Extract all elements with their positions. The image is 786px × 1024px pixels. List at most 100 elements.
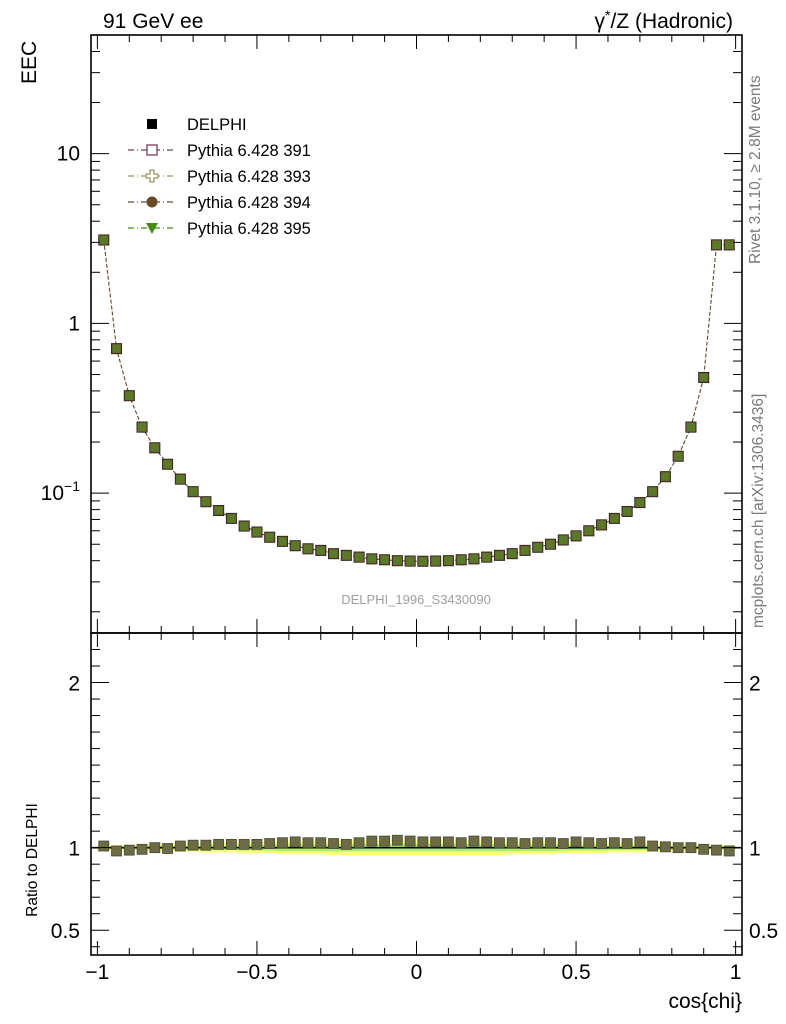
ratio-data-point bbox=[672, 842, 684, 854]
ratio-data-point bbox=[379, 835, 390, 847]
main-y-axis-title: EEC bbox=[18, 41, 41, 84]
ratio-data-point bbox=[481, 836, 493, 848]
pythia-data-point bbox=[456, 554, 467, 565]
ratio-data-point bbox=[366, 835, 378, 847]
legend-label: Pythia 6.428 393 bbox=[187, 168, 311, 186]
pythia-data-point bbox=[239, 521, 250, 531]
ratio-data-point bbox=[315, 837, 327, 849]
x-tick-label: 1 bbox=[730, 961, 742, 984]
legend-marker bbox=[146, 144, 158, 156]
ratio-data-point bbox=[404, 835, 416, 847]
pythia-data-point bbox=[520, 545, 530, 556]
ratio-data-point bbox=[608, 837, 620, 849]
pythia-data-point bbox=[698, 372, 709, 383]
pythia-data-point bbox=[609, 513, 620, 524]
ratio-data-point bbox=[200, 839, 212, 851]
pythia-data-point bbox=[124, 390, 135, 401]
ratio-data-point bbox=[557, 838, 569, 849]
main-mc-line bbox=[103, 239, 730, 562]
ratio-data-point bbox=[647, 840, 659, 852]
ratio-data-point bbox=[506, 837, 518, 849]
pythia-data-point bbox=[481, 552, 492, 562]
ratio-data-point bbox=[430, 836, 442, 848]
pythia-data-point bbox=[188, 486, 199, 497]
legend-marker bbox=[146, 223, 158, 234]
ratio-data-point bbox=[455, 837, 467, 849]
legend-marker bbox=[146, 196, 158, 208]
pythia-data-point bbox=[443, 555, 454, 566]
pythia-data-point bbox=[290, 540, 301, 551]
ratio-data-point bbox=[443, 836, 454, 848]
ratio-data-point bbox=[634, 836, 646, 848]
ratio-y-tick-label-right: 2 bbox=[749, 673, 761, 696]
ratio-data-point bbox=[621, 838, 633, 849]
legend-label: Pythia 6.428 391 bbox=[187, 142, 311, 160]
ratio-data-point bbox=[98, 840, 110, 852]
pythia-data-point bbox=[673, 451, 684, 462]
ratio-data-point bbox=[340, 838, 352, 850]
pythia-data-point bbox=[149, 442, 160, 453]
ratio-data-point bbox=[596, 838, 607, 849]
pythia-data-point bbox=[137, 422, 147, 432]
legend-label: Pythia 6.428 395 bbox=[187, 220, 311, 238]
ratio-data-point bbox=[685, 842, 697, 854]
pythia-data-point bbox=[634, 497, 645, 508]
pythia-data-point bbox=[724, 240, 735, 250]
y-tick-label: 10−1 bbox=[41, 478, 81, 505]
pythia-data-point bbox=[111, 343, 122, 354]
pythia-data-point bbox=[341, 550, 352, 561]
ratio-data-point bbox=[391, 834, 403, 846]
pythia-data-point bbox=[379, 554, 390, 565]
ratio-data-point bbox=[251, 838, 263, 850]
pythia-data-point bbox=[507, 548, 518, 559]
legend-entry: Pythia 6.428 393 bbox=[128, 168, 311, 186]
legend-entry: DELPHI bbox=[147, 116, 247, 134]
ratio-data-point bbox=[328, 838, 339, 849]
ratio-data-point bbox=[711, 844, 722, 856]
pythia-data-point bbox=[711, 240, 722, 250]
ratio-data-point bbox=[213, 838, 225, 850]
ratio-data-point bbox=[174, 840, 186, 852]
ratio-data-point bbox=[238, 838, 250, 850]
pythia-data-point bbox=[162, 459, 173, 470]
pythia-data-point bbox=[200, 496, 211, 507]
y-tick-label: 1 bbox=[68, 312, 80, 335]
ratio-data-point bbox=[264, 838, 276, 849]
pythia-data-point bbox=[175, 474, 186, 484]
ratio-data-point bbox=[277, 837, 288, 849]
ratio-data-point bbox=[123, 844, 135, 856]
ratio-y-axis-title: Ratio to DELPHI bbox=[24, 803, 41, 917]
x-tick-label: −0.5 bbox=[236, 961, 277, 984]
main-panel: 10 1 10−1 bbox=[41, 34, 743, 634]
ratio-data-point bbox=[162, 843, 173, 854]
ratio-data-point bbox=[417, 836, 429, 848]
ratio-data-point bbox=[532, 837, 544, 849]
legend-entry: Pythia 6.428 391 bbox=[128, 142, 311, 160]
pythia-data-point bbox=[532, 542, 543, 553]
ratio-data-point bbox=[136, 843, 148, 855]
pythia-data-point bbox=[622, 506, 633, 517]
ratio-plot-frame bbox=[90, 632, 743, 956]
ratio-y-tick-label-right: 1 bbox=[749, 838, 761, 861]
x-tick-label: 0.5 bbox=[561, 961, 590, 984]
pythia-data-point bbox=[417, 556, 428, 567]
ratio-data-point bbox=[226, 838, 237, 850]
pythia-data-point bbox=[213, 505, 224, 516]
ratio-data-point bbox=[698, 843, 710, 855]
ratio-data-point bbox=[723, 845, 735, 857]
ratio-data-point bbox=[660, 841, 671, 853]
pythia-data-point bbox=[660, 471, 671, 482]
pythia-data-point bbox=[392, 555, 403, 566]
ratio-data-point bbox=[353, 837, 365, 849]
pythia-data-point bbox=[303, 543, 313, 554]
y-tick-label: 10 bbox=[57, 143, 80, 166]
ratio-y-tick-label: 1 bbox=[68, 838, 80, 861]
ratio-data-point bbox=[149, 842, 161, 854]
ratio-data-point bbox=[494, 837, 505, 849]
ratio-data-point bbox=[289, 836, 301, 848]
legend-label: Pythia 6.428 394 bbox=[187, 194, 311, 212]
ratio-data-point bbox=[545, 837, 556, 849]
pythia-data-point bbox=[596, 520, 607, 530]
pythia-data-point bbox=[328, 548, 339, 559]
